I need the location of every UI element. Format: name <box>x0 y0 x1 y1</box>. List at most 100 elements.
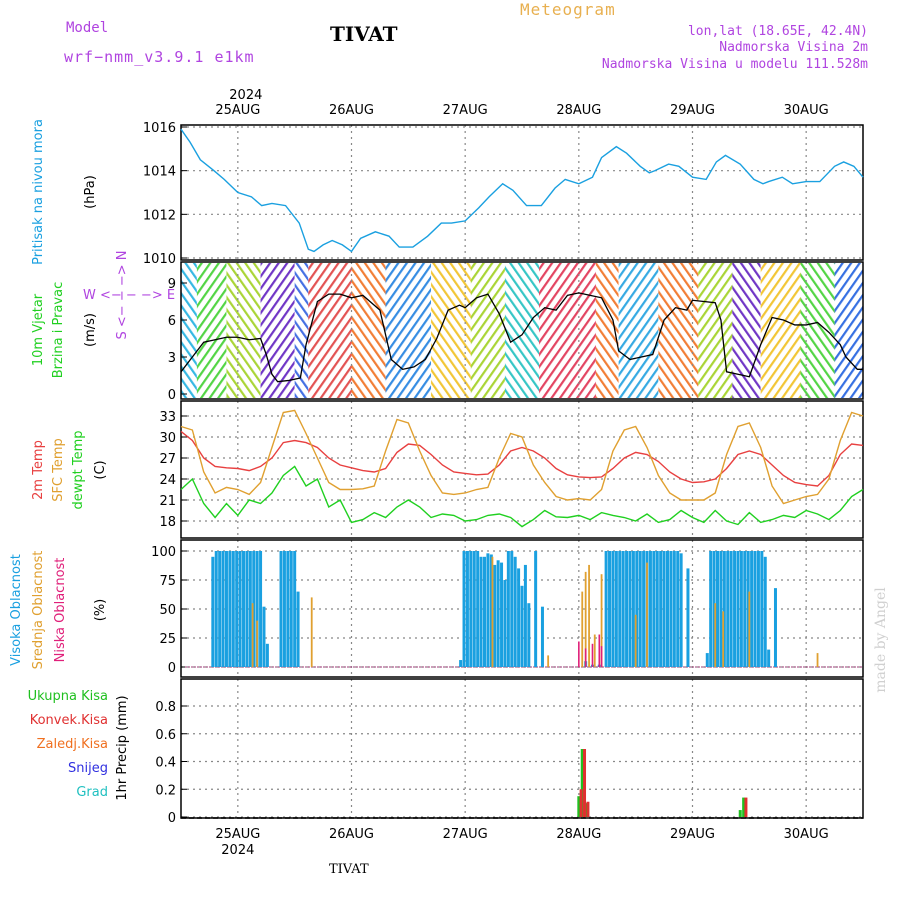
high-cloud-bar <box>465 551 469 667</box>
high-cloud-bar <box>510 551 514 667</box>
high-cloud-bar <box>293 551 297 667</box>
high-cloud-bar <box>493 564 497 667</box>
mid-cloud-bar <box>584 571 587 667</box>
high-cloud-bar <box>224 551 228 667</box>
y-tick-label: 0.8 <box>155 700 176 715</box>
wind-we-scale: W <− − −> E <box>83 288 175 303</box>
high-cloud-bar <box>648 551 652 667</box>
high-cloud-bar <box>746 551 750 667</box>
t2m-line <box>180 430 864 487</box>
high-cloud-bar <box>753 551 757 667</box>
high-cloud-bar <box>214 551 218 667</box>
low-cloud-bar <box>598 634 601 667</box>
y-tick-label: 0.2 <box>155 783 176 798</box>
high-cloud-bar <box>527 603 531 667</box>
model-elevation-label: Nadmorska Visina u modelu 111.528m <box>601 57 868 72</box>
high-cloud-bar <box>503 580 507 667</box>
wind-direction-band <box>618 263 659 398</box>
high-cloud-bar <box>662 551 666 667</box>
high-cloud-bar <box>479 556 483 667</box>
high-cloud-bar <box>486 553 490 667</box>
panel-frame <box>180 400 864 539</box>
y-tick-label: 100 <box>151 545 176 560</box>
y-tick-label: 9 <box>168 277 176 292</box>
high-cloud-bar <box>631 551 635 667</box>
high-cloud-bar <box>252 551 256 667</box>
high-cloud-bar <box>726 551 730 667</box>
high-cloud-bar <box>462 551 466 667</box>
y-tick-label: 27 <box>159 452 176 467</box>
product-label: Meteogram <box>520 0 616 19</box>
mid-cloud-bar <box>593 634 596 667</box>
high-cloud-bar <box>679 553 683 667</box>
y-tick-label: 1016 <box>143 121 176 136</box>
low-cloud-bar <box>578 641 580 667</box>
high-cloud-bar <box>756 551 760 667</box>
high-cloud-bar <box>245 551 249 667</box>
high-cloud-bar <box>265 643 269 667</box>
high-cloud-bar <box>722 551 726 667</box>
high-cloud-bar <box>211 556 215 667</box>
mid-cloud-bar <box>646 562 648 667</box>
high-cloud-bar <box>282 551 286 667</box>
mid-cloud-bar <box>714 603 717 667</box>
high-cloud-bar <box>259 551 263 667</box>
sfc-axis-title: SFC Temp <box>51 438 66 502</box>
x-tick-label-top: 25AUG <box>215 103 260 118</box>
y-tick-label: 1010 <box>143 252 176 267</box>
convective-precip-bar <box>586 801 590 817</box>
high-cloud-bar <box>736 551 740 667</box>
panel-frame <box>180 539 864 678</box>
wind-direction-band <box>351 263 386 398</box>
mid-cloud-bar <box>816 653 819 667</box>
high-cloud-bar <box>729 551 733 667</box>
total-precip-bar <box>577 796 581 817</box>
mid-cloud-axis-title: Srednja Oblacnost <box>31 551 46 670</box>
convective-precip-bar <box>744 797 748 817</box>
x-tick-label-bottom: 29AUG <box>670 827 715 842</box>
high-cloud-bar <box>773 588 777 667</box>
y-tick-label: 0 <box>168 388 176 403</box>
y-tick-label: 24 <box>159 473 176 488</box>
high-cloud-bar <box>652 551 656 667</box>
high-cloud-bar <box>296 591 300 667</box>
mid-cloud-bar <box>588 564 590 667</box>
mid-cloud-bar <box>634 614 637 667</box>
high-cloud-bar <box>614 551 618 667</box>
coordinates-label: lon,lat (18.65E, 42.4N) <box>687 24 868 39</box>
high-cloud-bar <box>760 551 764 667</box>
year-label-bottom: 2024 <box>221 843 254 858</box>
high-cloud-bar <box>496 560 500 667</box>
x-tick-label-top: 28AUG <box>556 103 601 118</box>
convective-precip-bar <box>579 789 583 817</box>
high-cloud-bar <box>472 551 476 667</box>
pressure-line <box>180 128 864 253</box>
high-cloud-bar <box>672 551 676 667</box>
station-title: TIVAT <box>330 22 398 46</box>
total-precip-bar <box>580 749 584 817</box>
y-tick-label: 50 <box>159 603 176 618</box>
high-cloud-bar <box>733 551 737 667</box>
precip-legend-label: Grad <box>76 785 108 800</box>
high-cloud-bar <box>289 551 293 667</box>
elevation-label: Nadmorska Visina 2m <box>719 40 868 55</box>
high-cloud-bar <box>238 551 242 667</box>
high-cloud-bar <box>228 551 232 667</box>
wind-direction-band <box>308 263 352 398</box>
high-cloud-bar <box>517 568 521 667</box>
y-tick-label: 1012 <box>143 208 176 223</box>
high-cloud-bar <box>604 551 608 667</box>
high-cloud-bar <box>286 551 290 667</box>
wind-direction-band <box>470 263 505 398</box>
high-cloud-bar <box>628 551 632 667</box>
y-tick-label: 1014 <box>143 165 176 180</box>
wind-direction-band <box>226 263 261 398</box>
wind-axis-title-1: 10m Vjetar <box>31 293 46 366</box>
high-cloud-bar <box>719 551 723 667</box>
y-tick-label: 0 <box>168 811 176 826</box>
x-tick-label-top: 26AUG <box>329 103 374 118</box>
high-cloud-bar <box>513 556 517 667</box>
low-cloud-bar <box>600 646 603 667</box>
